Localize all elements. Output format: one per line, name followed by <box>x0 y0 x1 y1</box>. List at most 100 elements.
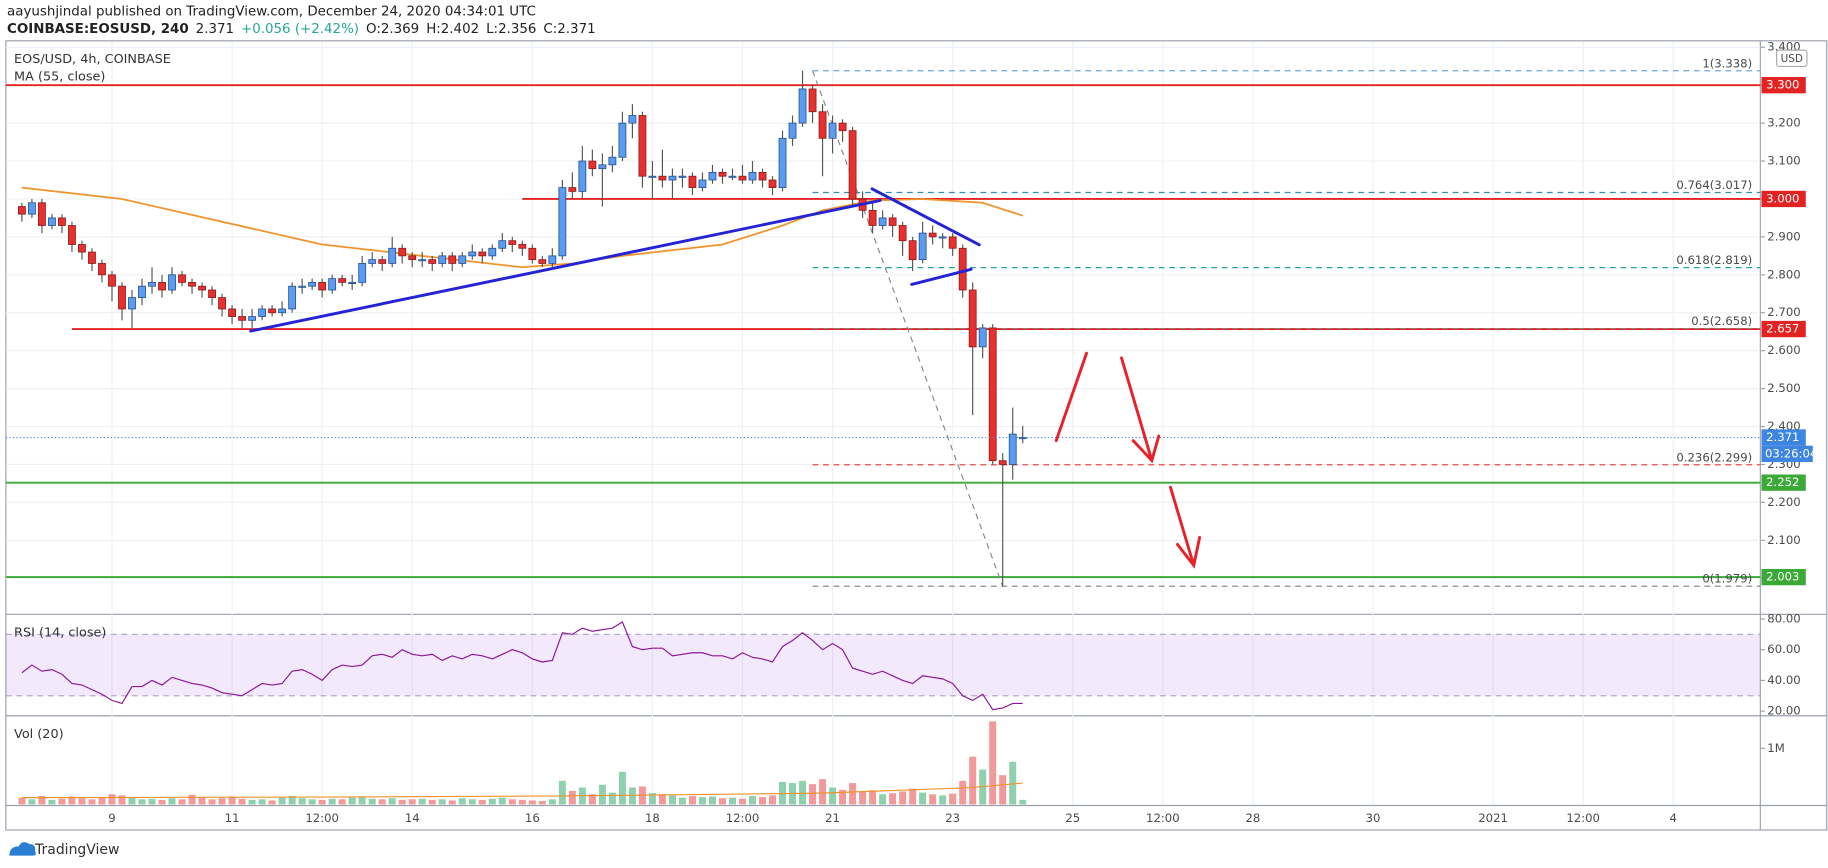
candle-body <box>308 281 317 287</box>
volume-bar <box>198 797 206 805</box>
candle-body <box>188 281 196 287</box>
candle-body <box>428 259 437 264</box>
arrow <box>1120 356 1154 462</box>
volume-bar <box>218 798 226 805</box>
candle-body <box>408 255 417 261</box>
candle-body <box>918 232 927 261</box>
x-tick-label: 30 <box>1366 811 1381 825</box>
logo <box>9 842 36 856</box>
currency-box <box>1776 49 1808 68</box>
candle-body <box>318 281 327 291</box>
volume-bar <box>288 795 296 805</box>
fib-label: 0.764(3.017) <box>1676 178 1752 192</box>
volume-bar <box>528 800 536 805</box>
volume-bar <box>98 797 106 805</box>
candle-body <box>388 247 397 264</box>
candle-body <box>528 247 537 261</box>
volume-bar <box>648 793 656 805</box>
volume-bar <box>538 800 546 805</box>
fib-label: 0.5(2.658) <box>1691 314 1752 328</box>
candle-body <box>698 179 707 188</box>
volume-bar <box>398 799 406 805</box>
low: L:2.356 <box>486 22 536 37</box>
volume-bar <box>588 794 596 805</box>
level-tag-label: 2.252 <box>1766 475 1799 489</box>
volume-bar <box>628 787 636 805</box>
candle-body <box>398 247 407 257</box>
fib-label: 0.236(2.299) <box>1676 450 1752 464</box>
candle-body <box>258 308 267 317</box>
candle-body <box>848 130 857 200</box>
candle-body <box>728 175 737 178</box>
x-tick-label: 25 <box>1065 811 1080 825</box>
trend-line <box>249 199 882 333</box>
level-tag-label: 2.657 <box>1766 322 1799 336</box>
candle-body <box>748 172 757 181</box>
volume-bar <box>78 798 86 805</box>
candle-body <box>878 217 887 226</box>
chart-title: EOS/USD, 4h, COINBASE <box>14 52 171 67</box>
candle-body <box>518 244 527 249</box>
volume-bar <box>859 792 867 805</box>
drawings <box>249 187 1202 569</box>
x-tick-label: 16 <box>525 811 540 825</box>
volume-bar <box>58 798 66 805</box>
volume-bar <box>698 797 706 805</box>
volume-bar <box>728 797 736 805</box>
volume-bar <box>418 798 426 805</box>
open: O:2.369 <box>366 22 419 37</box>
brand: TradingView <box>34 842 119 858</box>
x-tick-label: 21 <box>825 811 840 825</box>
candle-body <box>98 263 106 276</box>
volume-bar <box>308 799 316 805</box>
volume-bar <box>839 789 847 805</box>
volume-tick-label: 1M <box>1767 741 1784 755</box>
candle-body <box>868 209 877 226</box>
volume-ma <box>21 782 1023 799</box>
volume-bar <box>158 799 166 805</box>
volume-bar <box>168 798 176 805</box>
volume-bar <box>909 788 917 805</box>
y-tick-label: 2.700 <box>1767 305 1800 319</box>
volume-bar <box>889 793 897 805</box>
candle-body <box>638 115 647 177</box>
volume-bar <box>298 798 306 805</box>
x-tick-label: 12:00 <box>1146 811 1180 825</box>
candle-body <box>508 240 517 245</box>
volume-bar <box>999 775 1007 805</box>
candle-body <box>468 251 477 257</box>
candle-body <box>198 285 206 291</box>
candle-body <box>158 281 166 291</box>
y-tick-label: 2.100 <box>1767 533 1800 547</box>
candle-body <box>768 179 777 188</box>
arrow <box>1169 485 1196 567</box>
volume-bar <box>428 799 436 805</box>
volume-bar <box>769 795 777 805</box>
volume-bar <box>508 799 516 805</box>
x-tick-label: 11 <box>225 811 240 825</box>
candle-body <box>118 285 126 310</box>
level-tag <box>1761 320 1806 338</box>
y-tick-label: 2.500 <box>1767 381 1800 395</box>
volume-bar <box>48 799 56 805</box>
candle-body <box>68 225 76 245</box>
volume-bar <box>138 799 146 805</box>
candle-body <box>898 225 907 242</box>
close: C:2.371 <box>543 22 595 37</box>
volume-bar <box>438 799 446 805</box>
rsi-tick-label: 40.00 <box>1767 673 1800 687</box>
arrow-head <box>1175 535 1202 569</box>
level-tag <box>1761 190 1806 208</box>
x-tick-label: 12:00 <box>305 811 339 825</box>
volume-bar <box>118 795 126 805</box>
candle-body <box>838 122 847 132</box>
volume-bar <box>548 799 556 805</box>
countdown-tag <box>1761 445 1813 463</box>
candle-body <box>588 160 597 170</box>
volume-bar <box>969 756 977 805</box>
candle-body <box>448 255 457 264</box>
y-tick-label: 2.800 <box>1767 267 1800 281</box>
volume-bar <box>688 795 696 805</box>
x-tick-label: 2021 <box>1478 811 1508 825</box>
x-tick-label: 28 <box>1246 811 1261 825</box>
